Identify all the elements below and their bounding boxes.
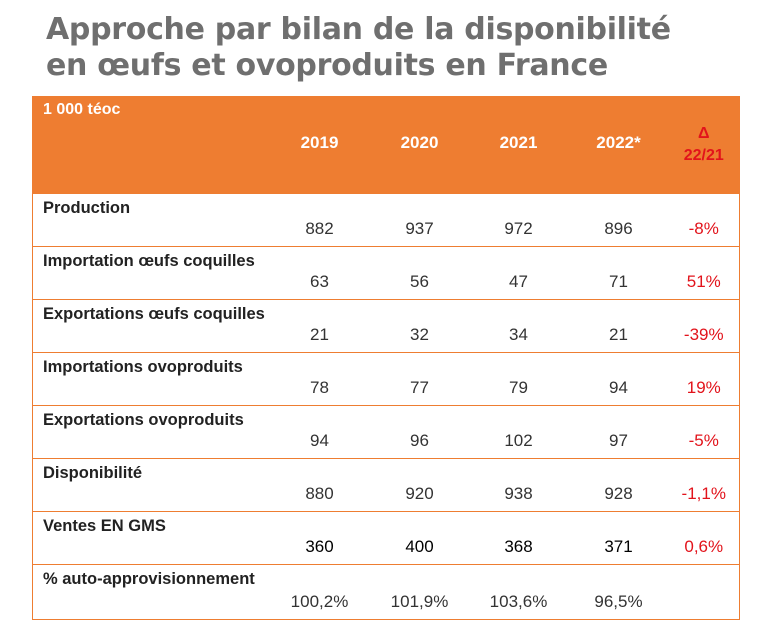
year-header-2021: 2021 [468,96,569,194]
slide-title-line-2: en œufs et ovoproduits en France [46,48,608,83]
cell-value: 360 [268,511,371,565]
year-header-2019: 2019 [268,96,371,194]
cell-delta [668,564,740,620]
cell-value: 972 [468,193,569,247]
table-header-row: 1 000 téoc 2019 2020 2021 2022* Δ 22/21 [32,96,740,194]
cell-value: 880 [268,458,371,512]
cell-value: 938 [468,458,569,512]
cell-value: 77 [370,352,469,406]
unit-header: 1 000 téoc [32,96,269,194]
year-header-2020: 2020 [370,96,469,194]
table-row: Importations ovoproduits 78 77 79 94 19% [32,352,740,406]
cell-delta: 19% [668,352,740,406]
table-row: Disponibilité 880 920 938 928 -1,1% [32,458,740,512]
cell-value: 368 [468,511,569,565]
cell-value: 78 [268,352,371,406]
cell-delta: 51% [668,246,740,300]
egg-balance-table: 1 000 téoc 2019 2020 2021 2022* Δ 22/21 … [32,96,740,620]
row-label: Ventes EN GMS [32,511,269,565]
cell-value: 94 [568,352,669,406]
table-row: Importation œufs coquilles 63 56 47 71 51% [32,246,740,300]
row-label: Importation œufs coquilles [32,246,269,300]
cell-value: 97 [568,405,669,459]
cell-delta: -5% [668,405,740,459]
delta-header: Δ 22/21 [668,96,740,194]
cell-value: 47 [468,246,569,300]
cell-delta: -1,1% [668,458,740,512]
table-row: Production 882 937 972 896 -8% [32,193,740,247]
cell-value: 79 [468,352,569,406]
row-label: % auto-approvisionnement [32,564,269,620]
table-row: Ventes EN GMS 360 400 368 371 0,6% [32,511,740,565]
row-label: Disponibilité [32,458,269,512]
cell-value: 21 [268,299,371,353]
cell-delta: -39% [668,299,740,353]
slide-title: Approche par bilan de la disponibilité e… [46,12,766,84]
delta-symbol: Δ [698,124,710,142]
cell-value: 400 [370,511,469,565]
cell-value: 896 [568,193,669,247]
cell-value: 96 [370,405,469,459]
cell-value: 101,9% [370,564,469,620]
row-label: Importations ovoproduits [32,352,269,406]
table-row: Exportations œufs coquilles 21 32 34 21 -39% [32,299,740,353]
cell-value: 103,6% [468,564,569,620]
table-row: Exportations ovoproduits 94 96 102 97 -5% [32,405,740,459]
cell-value: 63 [268,246,371,300]
cell-value: 71 [568,246,669,300]
row-label: Exportations œufs coquilles [32,299,269,353]
row-label: Exportations ovoproduits [32,405,269,459]
cell-value: 21 [568,299,669,353]
cell-value: 102 [468,405,569,459]
cell-value: 937 [370,193,469,247]
table-row: % auto-approvisionnement 100,2% 101,9% 103,… [32,564,740,620]
cell-value: 34 [468,299,569,353]
slide-title-line-1: Approche par bilan de la disponibilité [46,12,671,47]
cell-value: 32 [370,299,469,353]
cell-value: 96,5% [568,564,669,620]
cell-value: 100,2% [268,564,371,620]
cell-delta: 0,6% [668,511,740,565]
delta-period: 22/21 [683,146,724,164]
cell-delta: -8% [668,193,740,247]
cell-value: 94 [268,405,371,459]
row-label: Production [32,193,269,247]
year-header-2022: 2022* [568,96,669,194]
cell-value: 371 [568,511,669,565]
cell-value: 56 [370,246,469,300]
cell-value: 928 [568,458,669,512]
cell-value: 920 [370,458,469,512]
cell-value: 882 [268,193,371,247]
